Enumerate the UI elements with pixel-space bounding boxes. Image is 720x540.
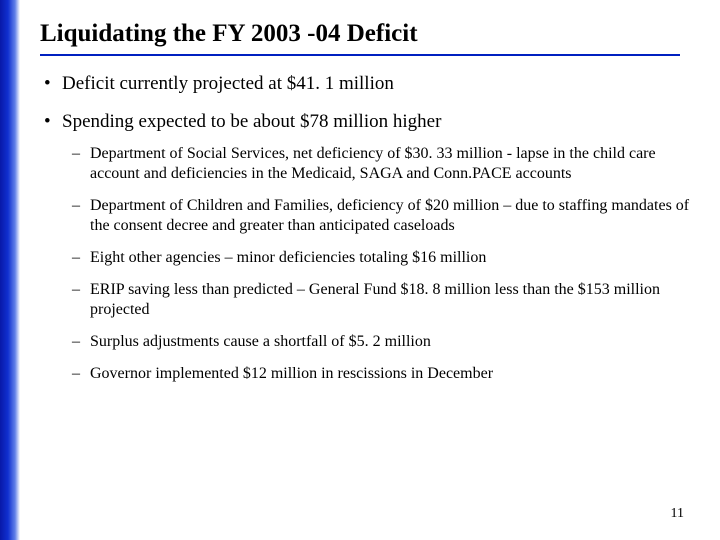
slide-title: Liquidating the FY 2003 -04 Deficit xyxy=(40,20,690,48)
sub-bullet: Eight other agencies – minor deficiencie… xyxy=(62,248,690,268)
sub-bullet: Department of Social Services, net defic… xyxy=(62,144,690,184)
title-underline xyxy=(40,54,680,56)
left-gradient-bar xyxy=(0,0,20,540)
sub-bullet: Department of Children and Families, def… xyxy=(62,196,690,236)
sub-bullet: Surplus adjustments cause a shortfall of… xyxy=(62,332,690,352)
main-bullet: Deficit currently projected at $41. 1 mi… xyxy=(40,72,690,96)
sub-bullet-list: Department of Social Services, net defic… xyxy=(62,144,690,384)
sub-bullet: Governor implemented $12 million in resc… xyxy=(62,364,690,384)
bullet-text: Deficit currently projected at $41. 1 mi… xyxy=(62,73,394,94)
main-bullet-list: Deficit currently projected at $41. 1 mi… xyxy=(40,72,690,384)
bullet-text: Spending expected to be about $78 millio… xyxy=(62,111,441,132)
main-bullet: Spending expected to be about $78 millio… xyxy=(40,110,690,384)
sub-bullet: ERIP saving less than predicted – Genera… xyxy=(62,280,690,320)
slide-content: Liquidating the FY 2003 -04 Deficit Defi… xyxy=(40,20,690,398)
page-number: 11 xyxy=(671,506,684,522)
